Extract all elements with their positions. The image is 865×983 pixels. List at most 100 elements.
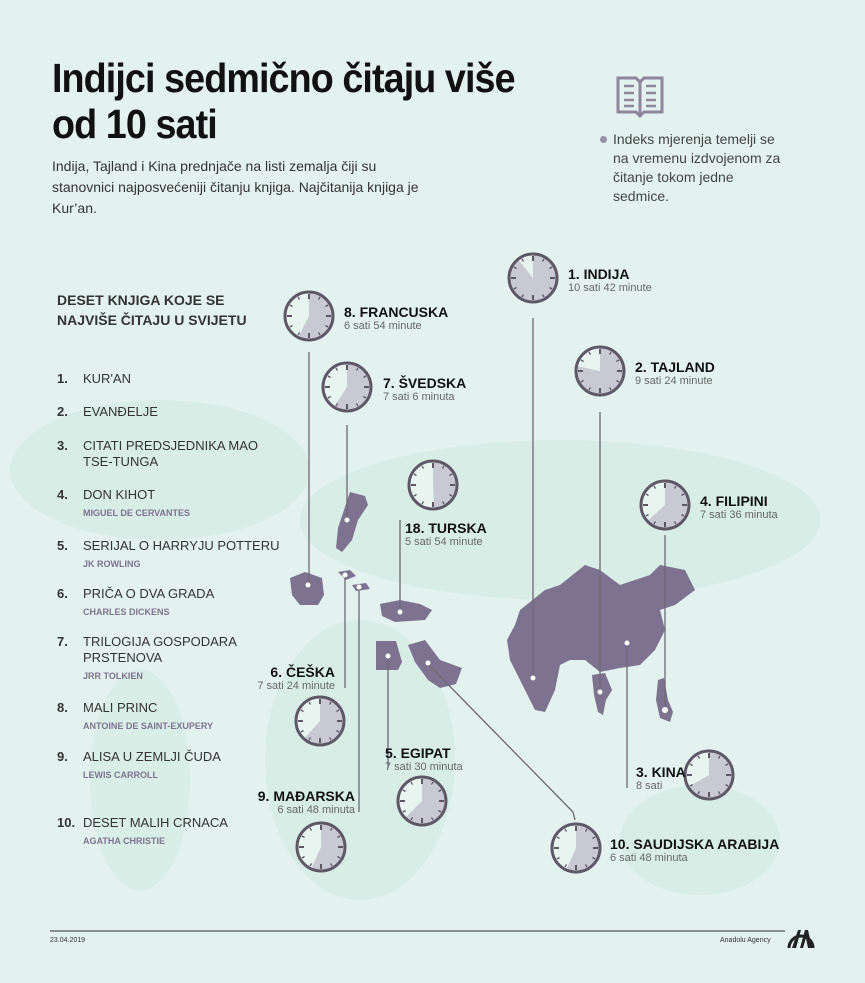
country-name: 5. EGIPAT <box>385 745 451 761</box>
book-author: AGATHA CHRISTIE <box>83 836 165 846</box>
country-name: 3. KINA <box>636 764 686 780</box>
book-author: ANTOINE DE SAINT-EXUPERY <box>83 721 214 731</box>
reading-time: 6 sati 54 minute <box>344 320 422 332</box>
book-rank: 5. <box>57 538 68 553</box>
country-saudi-arabia <box>408 640 462 688</box>
clock-fill <box>311 823 345 872</box>
reading-time: 8 sati <box>636 780 663 792</box>
publish-date: 23.04.2019 <box>50 937 86 944</box>
country-name: 10. SAUDIJSKA ARABIJA <box>610 836 780 852</box>
country-label-kina: 3. KINA 8 sati <box>636 764 686 793</box>
book-rank: 3. <box>57 438 68 453</box>
book-title: PRIČA O DVA GRADA CHARLES DICKENS <box>83 586 283 620</box>
reading-time: 7 sati 36 minuta <box>700 509 778 521</box>
clock-madjarska <box>295 821 347 873</box>
anadolu-agency-logo <box>787 930 815 949</box>
book-title: CITATI PREDSJEDNIKA MAO TSE-TUNGA <box>83 438 259 469</box>
book-author: JRR TOLKIEN <box>83 671 143 681</box>
reading-time: 7 sati 30 minuta <box>385 761 463 773</box>
clock-turska <box>407 459 459 511</box>
country-thailand <box>592 673 612 715</box>
reading-time: 10 sati 42 minute <box>568 282 652 294</box>
note-text: Indeks mjerenja temelji se na vremenu iz… <box>613 131 781 204</box>
clock-svedska <box>321 361 373 413</box>
book-list-title: DESET KNJIGA KOJE SE NAJVIŠE ČITAJU U SV… <box>57 292 247 328</box>
book-rank: 9. <box>57 749 68 764</box>
country-name: 6. ČEŠKA <box>270 664 335 680</box>
country-name: 18. TURSKA <box>405 520 487 536</box>
clock-fill <box>298 292 333 340</box>
bullet-icon <box>600 136 607 143</box>
country-name: 8. FRANCUSKA <box>344 304 449 320</box>
clock-kina <box>683 749 735 801</box>
book-title: TRILOGIJA GOSPODARA PRSTENOVA JRR TOLKIEN <box>83 634 283 684</box>
book-rank: 7. <box>57 634 68 649</box>
clock-fill <box>566 824 601 873</box>
country-sweden <box>336 492 368 552</box>
clock-indija <box>507 252 559 304</box>
book-title: EVANĐELJE <box>83 404 158 419</box>
book-rank: 4. <box>57 487 68 502</box>
clock-saudijska <box>550 822 602 874</box>
reading-time: 7 sati 6 minuta <box>383 391 455 403</box>
clock-egipat <box>396 775 448 827</box>
clock-fill <box>303 697 345 746</box>
agency-name: Anadolu Agency <box>720 937 771 944</box>
country-france <box>290 572 324 605</box>
country-label-tajland: 2. TAJLAND 9 sati 24 minute <box>635 359 715 388</box>
open-book-icon <box>616 76 664 119</box>
book-rank: 10. <box>57 815 76 830</box>
country-label-ceska: 6. ČEŠKA 7 sati 24 minute <box>257 664 335 693</box>
country-dots <box>305 517 668 713</box>
page-subtitle: Indija, Tajland i Kina prednjače na list… <box>52 158 419 216</box>
reading-time: 7 sati 24 minute <box>257 680 335 692</box>
country-name: 4. FILIPINI <box>700 493 768 509</box>
country-name: 7. ŠVEDSKA <box>383 375 467 391</box>
methodology-note: Indeks mjerenja temelji se na vremenu iz… <box>600 130 800 206</box>
clock-ceska <box>294 695 346 747</box>
country-name: 9. MAĐARSKA <box>257 788 355 804</box>
clock-fill <box>433 461 457 509</box>
reading-time: 6 sati 48 minuta <box>277 804 355 816</box>
clock-fill <box>576 347 625 396</box>
book-author: JK ROWLING <box>83 559 141 569</box>
reading-time: 6 sati 48 minuta <box>610 852 688 864</box>
book-title: DESET MALIH CRNACA AGATHA CHRISTIE <box>83 815 283 849</box>
country-label-filipini: 4. FILIPINI 7 sati 36 minuta <box>700 493 778 522</box>
country-label-egipat: 5. EGIPAT 7 sati 30 minuta <box>385 745 463 774</box>
book-rank: 2. <box>57 404 68 419</box>
country-name: 1. INDIJA <box>568 266 630 282</box>
country-label-madjarska: 9. MAĐARSKA 6 sati 48 minuta <box>258 788 355 817</box>
book-author: MIGUEL DE CERVANTES <box>83 508 191 518</box>
country-china-india <box>507 565 695 712</box>
clock-fill <box>688 751 733 799</box>
book-rank: 6. <box>57 586 68 601</box>
book-title: ALISA U ZEMLJI ČUDA LEWIS CARROLL <box>83 749 283 783</box>
clock-tajland <box>574 345 626 397</box>
country-name: 2. TAJLAND <box>635 359 715 375</box>
book-rank: 1. <box>57 371 68 386</box>
book-title: MALI PRINC ANTOINE DE SAINT-EXUPERY <box>83 700 283 734</box>
reading-time: 9 sati 24 minute <box>635 375 713 387</box>
book-author: LEWIS CARROLL <box>83 770 158 780</box>
clock-filipini <box>639 479 691 531</box>
country-label-indija: 1. INDIJA 10 sati 42 minute <box>568 266 652 295</box>
page-title: Indijci sedmično čitaju više od 10 sati <box>52 55 516 147</box>
book-title: KUR'AN <box>83 371 131 386</box>
country-label-saudijska: 10. SAUDIJSKA ARABIJA 6 sati 48 minuta <box>610 836 779 865</box>
clock-fill <box>333 363 371 411</box>
connector-lines <box>308 318 666 821</box>
country-label-turska: 18. TURSKA 5 sati 54 minute <box>405 520 487 549</box>
reading-time: 5 sati 54 minute <box>405 536 483 548</box>
country-label-svedska: 7. ŠVEDSKA 7 sati 6 minuta <box>383 375 466 404</box>
clock-fill <box>509 254 557 303</box>
line-saudijska <box>427 663 576 821</box>
country-label-francuska: 8. FRANCUSKA 6 sati 54 minute <box>344 304 448 333</box>
book-rank: 8. <box>57 700 68 715</box>
clocks <box>283 252 735 874</box>
book-title: DON KIHOT MIGUEL DE CERVANTES <box>83 487 283 521</box>
footer-divider <box>50 930 785 932</box>
clock-fill <box>647 481 690 530</box>
book-title: SERIJAL O HARRYJU POTTERU JK ROWLING <box>83 538 283 572</box>
